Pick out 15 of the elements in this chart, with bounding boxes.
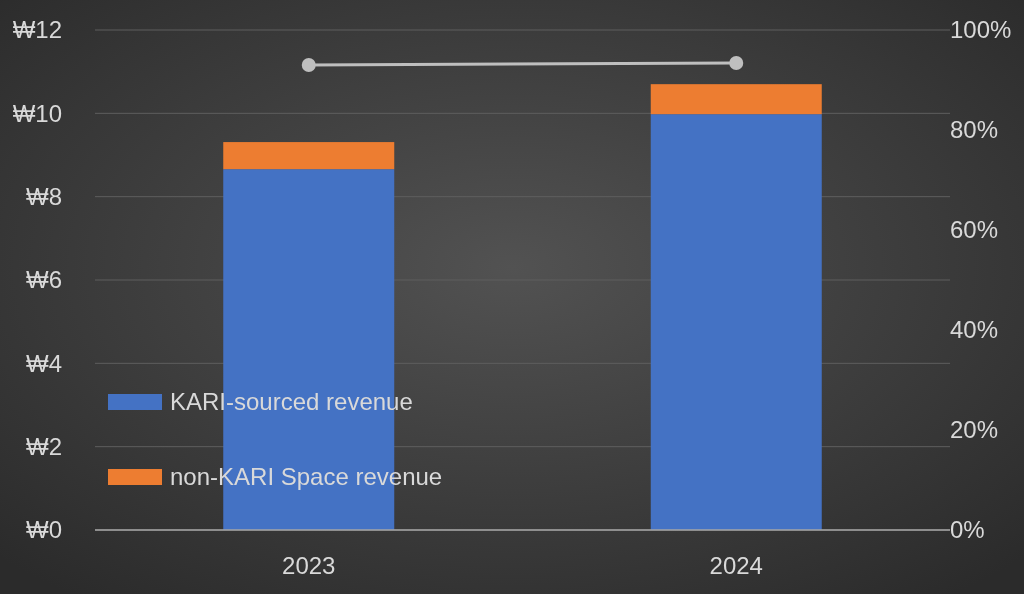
x-tick-label: 2024	[709, 552, 763, 579]
y-tick-label: ₩2	[26, 433, 62, 461]
y-tick-label: ₩4	[26, 349, 62, 377]
y2-tick-label: 0%	[950, 516, 985, 544]
y2-tick-label: 40%	[950, 316, 999, 344]
y2-tick-label: 100%	[950, 16, 1012, 44]
x-tick-label: 2023	[282, 552, 336, 579]
y2-tick-label: 60%	[950, 216, 999, 244]
y-tick-label: ₩12	[12, 16, 62, 44]
y2-tick-label: 80%	[950, 116, 999, 144]
y-tick-label: ₩10	[12, 99, 62, 127]
y-tick-label: ₩8	[26, 183, 62, 211]
y-tick-label: ₩0	[26, 516, 62, 544]
y-tick-label: ₩6	[26, 266, 62, 294]
y2-tick-label: 20%	[950, 416, 999, 444]
